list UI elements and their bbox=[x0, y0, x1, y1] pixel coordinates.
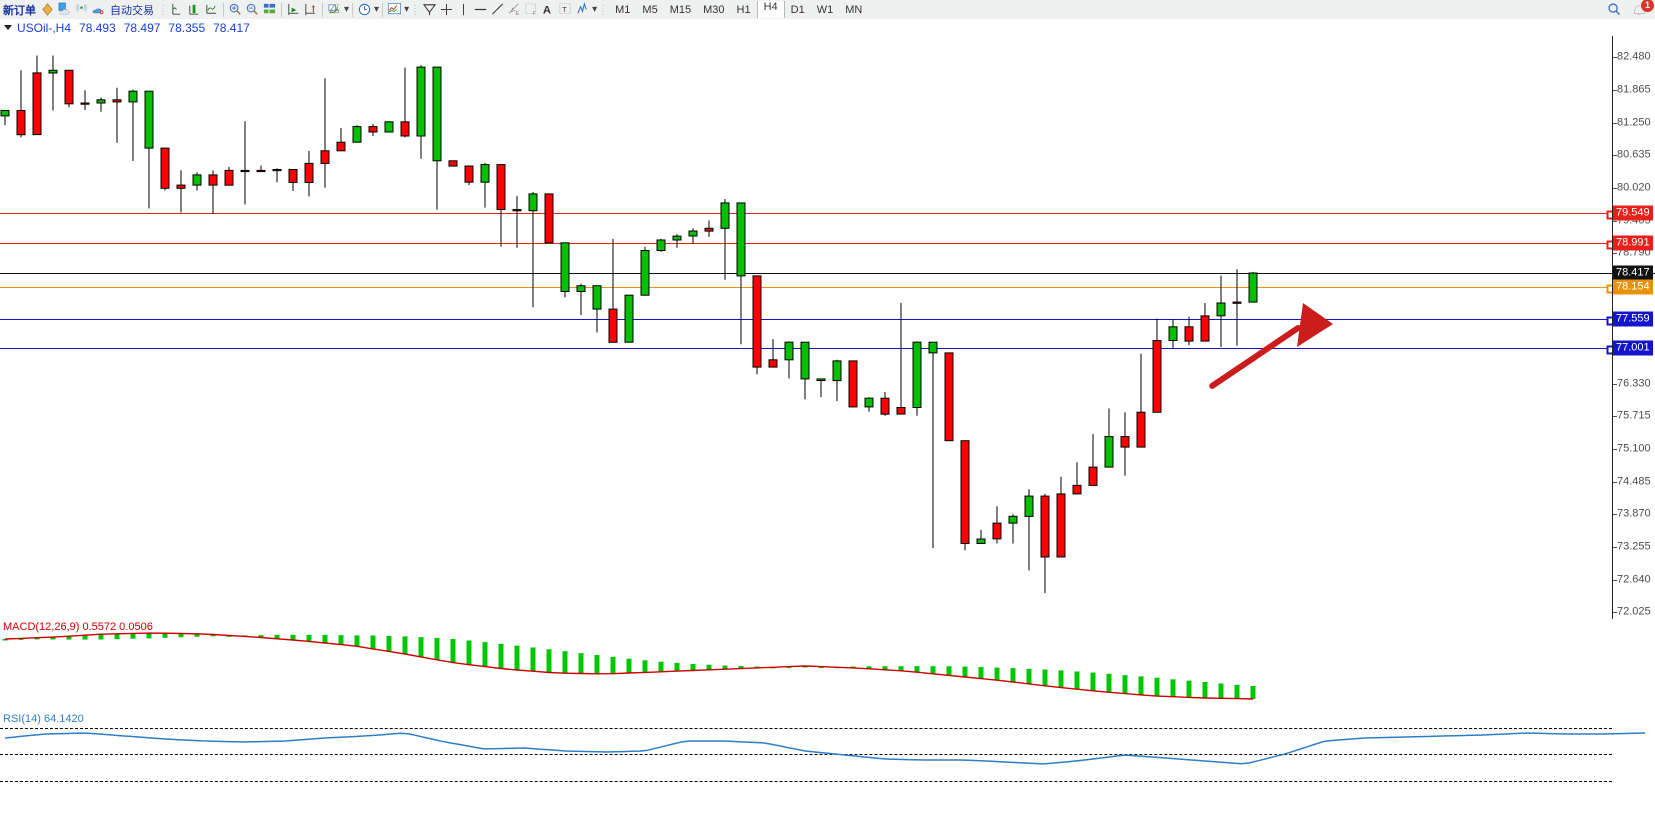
svg-text:E: E bbox=[516, 11, 520, 17]
svg-text:T: T bbox=[562, 5, 567, 14]
svg-text:F: F bbox=[533, 11, 537, 17]
svg-text:A: A bbox=[543, 4, 551, 16]
